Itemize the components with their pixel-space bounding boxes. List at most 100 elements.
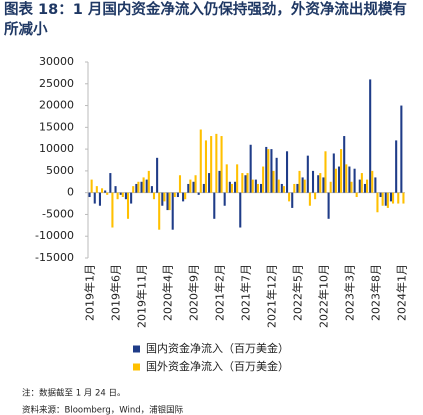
legend-swatch — [133, 345, 140, 353]
bar — [376, 192, 379, 213]
x-tick-label: 2022年5月 — [290, 264, 304, 321]
bar — [288, 192, 291, 202]
bar — [228, 181, 231, 193]
y-tick-label: -10000 — [35, 229, 74, 242]
bar — [213, 192, 216, 219]
bar — [166, 192, 169, 211]
bar — [360, 173, 363, 193]
bar — [311, 170, 315, 193]
bar — [254, 179, 257, 193]
bar — [208, 173, 211, 193]
bar — [239, 192, 242, 228]
bar — [173, 192, 176, 198]
bar — [152, 192, 156, 200]
bar — [246, 173, 249, 193]
bar — [236, 164, 239, 193]
bar — [314, 192, 317, 200]
bar — [262, 166, 265, 193]
x-tick-label: 2021年7月 — [239, 264, 253, 321]
bar — [402, 192, 405, 204]
bar — [308, 192, 311, 206]
bar — [202, 183, 205, 193]
bar — [90, 179, 93, 193]
bar — [100, 188, 104, 193]
bar — [322, 177, 325, 193]
legend-label: 国外资金净流入（百万美金） — [146, 359, 289, 373]
bar — [147, 170, 150, 193]
bar — [324, 151, 327, 193]
y-tick-label: -15000 — [35, 251, 74, 264]
bar — [104, 190, 107, 193]
bar — [306, 155, 309, 193]
bar — [369, 79, 372, 193]
legend-label: 国内资金净流入（百万美金） — [146, 341, 289, 355]
x-tick-label: 2023年3月 — [342, 264, 356, 321]
bar — [319, 173, 322, 193]
bar — [332, 153, 335, 193]
bar — [145, 179, 148, 193]
bar — [298, 170, 301, 193]
bar — [156, 157, 159, 193]
bar — [291, 192, 294, 208]
bar — [350, 181, 353, 193]
bar — [194, 175, 197, 193]
x-tick-label: 2019年11月 — [135, 264, 149, 328]
bar — [397, 192, 400, 204]
bar — [182, 192, 185, 202]
bar — [142, 177, 145, 193]
bar — [220, 136, 223, 193]
bar — [340, 149, 343, 193]
bar — [374, 177, 377, 193]
bar — [267, 149, 270, 193]
bar — [343, 136, 346, 193]
x-tick-label: 2023年8月 — [368, 264, 382, 321]
bar — [244, 175, 247, 193]
legend-swatch — [133, 363, 140, 371]
bar — [121, 192, 124, 198]
bar — [189, 179, 192, 193]
bar — [95, 186, 98, 193]
bar — [282, 186, 285, 193]
bar — [126, 192, 130, 219]
bar — [366, 179, 369, 193]
bar — [140, 181, 143, 193]
note: 注：数据截至 1 月 24 日。 — [22, 388, 126, 399]
y-tick-label: 25000 — [39, 77, 74, 90]
bar — [358, 179, 361, 193]
bar — [88, 192, 91, 198]
bar — [184, 192, 187, 200]
bar — [204, 140, 208, 193]
bar — [317, 175, 320, 193]
bar — [124, 192, 127, 200]
bar — [249, 144, 252, 193]
bar — [225, 164, 228, 193]
bar — [379, 192, 382, 198]
bar — [381, 192, 384, 206]
y-tick-label: -5000 — [42, 207, 74, 220]
bar — [187, 183, 190, 193]
bar — [163, 192, 166, 202]
bar — [355, 192, 358, 198]
y-tick-label: 10000 — [39, 142, 74, 155]
x-tick-label: 2020年9月 — [187, 264, 201, 321]
bar — [223, 192, 226, 206]
bar — [114, 186, 117, 193]
bar — [218, 170, 221, 193]
bar — [215, 133, 218, 193]
bar — [334, 168, 337, 193]
source: 资料来源：Bloomberg，Wind，浦银国际 — [22, 405, 184, 415]
bar — [93, 192, 96, 204]
bar — [348, 166, 351, 193]
x-tick-label: 2022年10月 — [316, 264, 330, 328]
bar — [197, 192, 200, 195]
bar — [392, 192, 395, 204]
bar — [241, 173, 244, 193]
bar — [275, 157, 278, 193]
x-tick-label: 2019年1月 — [83, 264, 97, 321]
bar — [256, 183, 259, 193]
bar — [199, 129, 202, 193]
bar — [303, 179, 306, 193]
x-tick-label: 2021年12月 — [264, 264, 278, 328]
x-tick-label: 2020年4月 — [161, 264, 175, 321]
